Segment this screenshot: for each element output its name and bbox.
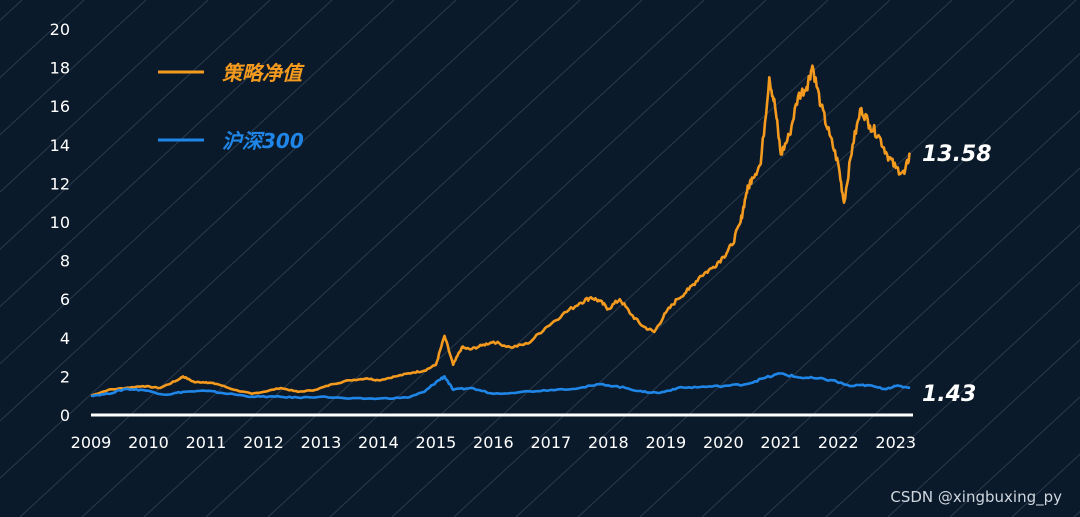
background-stripe	[763, 224, 1080, 517]
background-stripe	[0, 0, 147, 136]
y-tick-label: 4	[60, 329, 70, 348]
x-tick-label: 2011	[186, 433, 227, 452]
y-tick-label: 20	[50, 20, 70, 39]
background-stripe	[453, 0, 1015, 517]
background-stripe	[267, 0, 829, 517]
background-stripe	[81, 0, 643, 517]
background-stripe	[887, 339, 1080, 517]
y-tick-label: 16	[50, 97, 70, 116]
y-tick-label: 18	[50, 59, 70, 78]
x-tick-label: 2014	[358, 433, 399, 452]
y-tick-label: 10	[50, 213, 70, 232]
x-tick-label: 2017	[531, 433, 572, 452]
background-stripe	[0, 0, 395, 365]
y-axis-ticks: 0 2 4 6 8 10 12 14 16 18 20	[50, 20, 70, 425]
x-tick-label: 2009	[71, 433, 112, 452]
background-stripe	[19, 0, 581, 517]
end-label-strategy: 13.58	[922, 142, 992, 167]
x-tick-label: 2015	[416, 433, 457, 452]
x-tick-label: 2012	[243, 433, 284, 452]
y-tick-label: 0	[60, 406, 70, 425]
x-tick-label: 2022	[818, 433, 859, 452]
x-tick-label: 2021	[760, 433, 801, 452]
background-stripe	[143, 0, 705, 517]
x-tick-label: 2016	[473, 433, 514, 452]
watermark: CSDN @xingbuxing_py	[890, 488, 1062, 507]
background-stripe	[0, 0, 457, 422]
background-stripe	[639, 110, 1080, 517]
legend-label-strategy: 策略净值	[222, 61, 305, 85]
x-tick-label: 2023	[875, 433, 916, 452]
y-tick-label: 12	[50, 174, 70, 193]
y-tick-label: 14	[50, 136, 70, 155]
series-layer	[90, 64, 912, 401]
background-stripe	[949, 396, 1080, 517]
background-stripe	[0, 0, 209, 193]
x-tick-label: 2020	[703, 433, 744, 452]
x-tick-label: 2019	[645, 433, 686, 452]
legend: 策略净值 沪深300	[158, 61, 305, 153]
background-stripe	[329, 0, 891, 517]
y-tick-label: 8	[60, 252, 70, 271]
background-stripe	[0, 0, 271, 250]
background-stripe	[577, 52, 1080, 517]
background-stripe	[701, 167, 1080, 517]
y-tick-label: 6	[60, 290, 70, 309]
x-tick-label: 2018	[588, 433, 629, 452]
x-axis-ticks: 2009 2010 2011 2012 2013 2014 2015 2016 2017 2018…	[71, 433, 916, 452]
legend-label-index: 沪深300	[222, 129, 304, 153]
background-stripe	[205, 0, 767, 517]
x-tick-label: 2013	[301, 433, 342, 452]
x-tick-label: 2010	[128, 433, 169, 452]
series-line-index	[90, 372, 911, 401]
end-label-index: 1.43	[922, 382, 976, 407]
background-stripe	[391, 0, 953, 517]
background-stripe	[515, 0, 1077, 517]
background-stripe	[0, 0, 333, 308]
y-tick-label: 2	[60, 367, 70, 386]
background-stripe	[0, 0, 519, 479]
series-line-strategy	[90, 64, 912, 397]
background-stripe	[825, 281, 1080, 517]
